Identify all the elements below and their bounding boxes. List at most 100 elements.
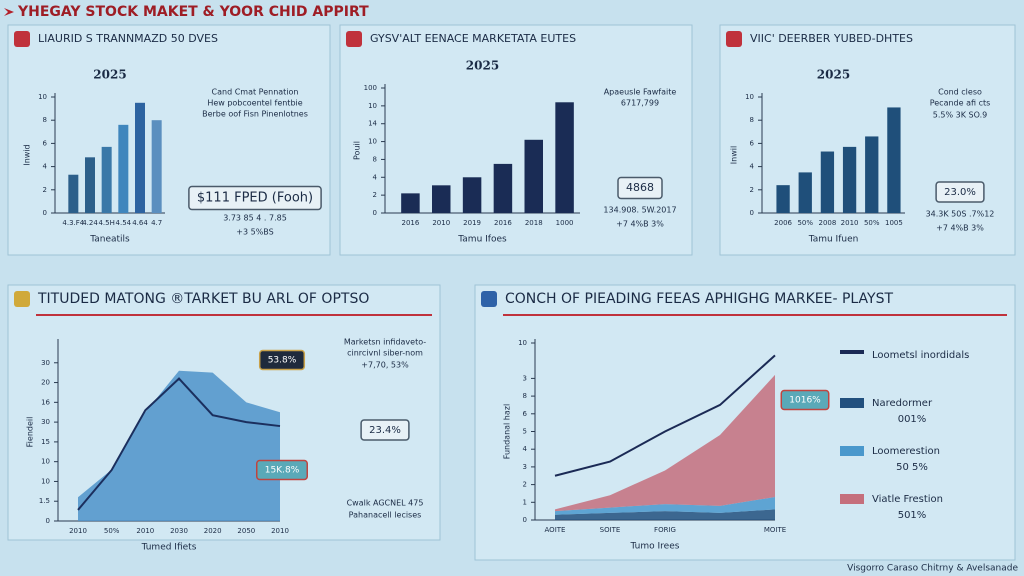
annotation: 134.908. 5W.2017 (603, 206, 676, 215)
chart-subtitle: 2025 (93, 68, 126, 82)
annotation: Cond cleso (938, 88, 982, 97)
x-axis-label: Tamu Ifuen (808, 235, 859, 245)
y-tick-label: 15 (41, 438, 50, 446)
bar (887, 107, 901, 213)
legend-note: 001% (898, 414, 927, 425)
annotation: 4868 (626, 181, 654, 194)
chart-subtitle: 2025 (817, 68, 850, 82)
area (555, 374, 775, 512)
panel-icon (481, 291, 497, 307)
x-tick-label: 50% (864, 219, 880, 227)
chart-title: VIIC' DEERBER YUBED-DHTES (750, 32, 913, 45)
bar (798, 172, 812, 213)
bar (524, 139, 543, 213)
bar (432, 185, 451, 213)
annotation: 23.0% (944, 187, 976, 198)
area (555, 496, 775, 515)
annotation: Pahanacell lecises (349, 511, 422, 520)
annotation-box (935, 181, 985, 203)
x-axis-label: Taneatils (89, 235, 130, 245)
x-tick-label: 2010 (69, 527, 87, 535)
x-tick-label: 2010 (271, 527, 289, 535)
y-tick-label: 30 (41, 359, 50, 367)
bar (842, 146, 857, 213)
chart-title: LIAURID S TRANNMAZD 50 DVES (38, 32, 218, 45)
legend-swatch (840, 350, 864, 354)
line (77, 377, 281, 511)
y-tick-label: 10 (38, 93, 47, 101)
annotation: cinrcivnl siber-nom (347, 349, 423, 358)
legend-swatch (840, 446, 864, 456)
annotation: Cand Cmat Pennation (212, 88, 299, 97)
y-tick-label: 10 (368, 138, 377, 146)
panel-icon (726, 31, 742, 47)
annotation-box (188, 185, 322, 211)
x-tick-label: 4.3.F4 (62, 219, 84, 227)
legend-note: 50 5% (896, 462, 928, 473)
y-tick-label: 2 (523, 481, 527, 489)
x-tick-label: 2050 (237, 527, 255, 535)
panel (7, 24, 331, 256)
x-tick-label: 2010 (136, 527, 154, 535)
annotation: 34.3K 50S .7%12 (926, 210, 995, 219)
y-tick-label: 4 (523, 445, 528, 453)
x-tick-label: MOITE (764, 526, 786, 534)
annotation: 53.8% (268, 356, 297, 366)
bar (151, 120, 162, 213)
panel (339, 24, 693, 256)
y-tick-label: 0 (46, 517, 50, 525)
y-tick-label: 3 (523, 463, 527, 471)
annotation-box (256, 459, 308, 481)
y-tick-label: 8 (750, 116, 754, 124)
annotation: 1016% (789, 396, 821, 406)
y-tick-label: 2 (43, 186, 47, 194)
y-axis-label: Pouil (353, 141, 362, 160)
title-icon (4, 8, 14, 16)
legend-swatch (840, 398, 864, 408)
y-tick-label: 2 (750, 186, 754, 194)
y-axis-label: Fiendeil (26, 417, 35, 448)
bar (68, 174, 79, 213)
annotation: Cwalk AGCNEL 475 (347, 499, 424, 508)
y-tick-label: 5 (523, 428, 527, 436)
y-tick-label: 14 (368, 120, 377, 128)
chart-title: CONCH OF PIEADING FEEAS APHIGHG MARKEE- … (505, 291, 893, 307)
page-title: YHEGAY STOCK MAKET & YOOR CHID APPIRT (17, 4, 369, 20)
y-tick-label: 8 (373, 155, 377, 163)
bar (493, 163, 513, 213)
annotation: Apaeusle Fawfaite (604, 88, 677, 97)
legend-label: Loomerestion (872, 446, 940, 457)
y-tick-label: 0 (373, 209, 377, 217)
chart-title: GYSV'ALT EENACE MARKETATA EUTES (370, 32, 576, 45)
annotation: Hew pobcoentel fentbie (207, 99, 302, 108)
bar (462, 177, 482, 213)
y-tick-label: 1.5 (39, 497, 50, 505)
y-axis-label: Fundanal hazl (503, 404, 512, 459)
legend-swatch (840, 494, 864, 504)
annotation: 15K.8% (265, 466, 300, 476)
annotation: +3 5%BS (236, 228, 273, 237)
y-tick-label: 8 (43, 116, 47, 124)
annotation: 5.5% 3K SO.9 (933, 111, 987, 120)
chart-subtitle: 2025 (466, 59, 499, 73)
y-tick-label: 6 (523, 410, 528, 418)
y-axis-label: Inwil (730, 146, 739, 164)
y-tick-label: 4 (373, 173, 378, 181)
x-tick-label: AOITE (545, 526, 566, 534)
annotation-box (780, 389, 830, 411)
x-axis-label: Tumed Ifiets (141, 543, 197, 553)
x-tick-label: 4.7 (151, 219, 162, 227)
x-tick-label: 4.5H (98, 219, 114, 227)
y-tick-label: 30 (41, 418, 50, 426)
annotation: Berbe oof Fisn Pinenlotnes (202, 110, 308, 119)
legend-label: Naredormer (872, 398, 933, 409)
y-tick-label: 2 (373, 191, 377, 199)
x-tick-label: SOITE (600, 526, 621, 534)
panel-icon (14, 31, 30, 47)
panel-icon (14, 291, 30, 307)
x-tick-label: 1005 (885, 219, 903, 227)
area (78, 370, 280, 521)
legend-note: 501% (898, 510, 927, 521)
